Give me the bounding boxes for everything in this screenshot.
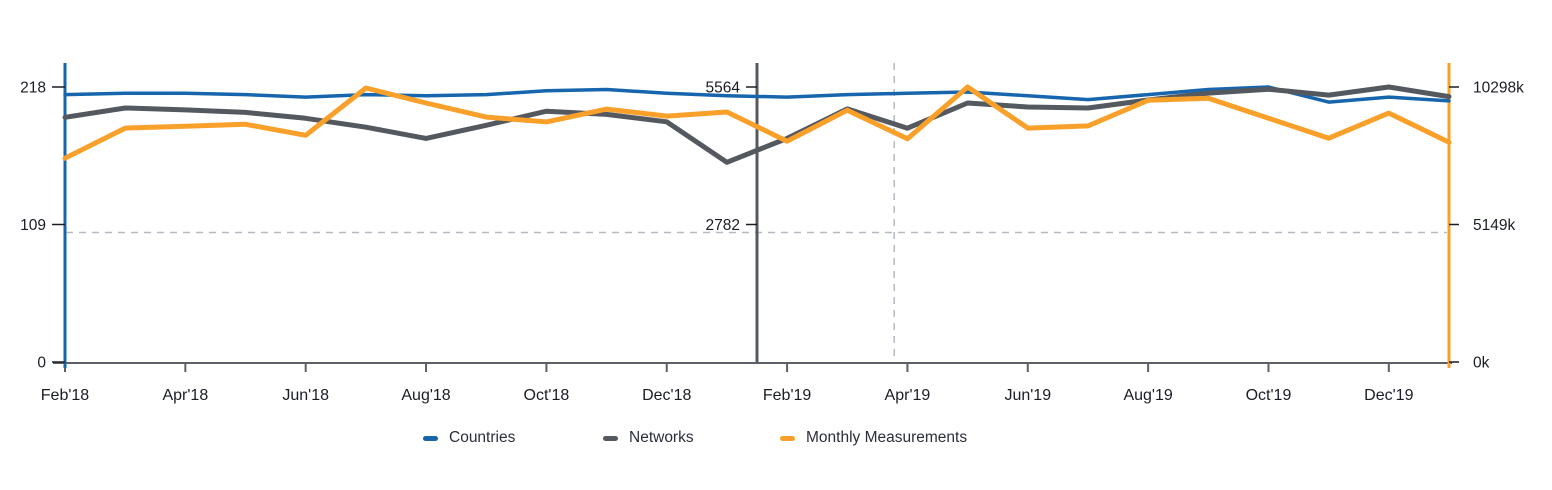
legend-item-networks[interactable]: Networks — [603, 429, 694, 447]
series-line-networks[interactable] — [62, 84, 1452, 165]
legend-item-countries[interactable]: Countries — [423, 429, 515, 447]
x-axis-tick-label: Feb'19 — [763, 387, 812, 404]
legend-label: Networks — [629, 429, 694, 446]
chart-legend: Countries Networks Monthly Measurements — [0, 429, 1552, 451]
x-axis-tick-label: Dec'19 — [1364, 387, 1413, 404]
x-axis-tick-label: Aug'18 — [401, 387, 450, 404]
x-axis-tick-label: Aug'19 — [1123, 387, 1172, 404]
x-axis-tick-label: Oct'18 — [524, 387, 570, 404]
legend-label: Countries — [449, 429, 516, 446]
x-axis-tick-label: Apr'19 — [885, 387, 931, 404]
monthly-measurements-legend-swatch-icon — [780, 435, 795, 441]
right-axis-tick-label: 10298k — [1473, 80, 1524, 97]
left-axis-tick-label: 218 — [20, 80, 46, 97]
right-axis-tick-label: 0k — [1473, 355, 1490, 372]
x-axis-tick-label: Jun'19 — [1004, 387, 1051, 404]
x-axis-tick-label: Jun'18 — [282, 387, 329, 404]
networks-legend-swatch-icon — [603, 435, 618, 441]
right-axis-tick-label: 5149k — [1473, 217, 1515, 234]
x-axis-tick-label: Feb'18 — [41, 387, 90, 404]
x-axis-tick-label: Dec'18 — [642, 387, 691, 404]
left-axis-tick-label: 109 — [20, 217, 46, 234]
series-line-monthly-measurements[interactable] — [62, 84, 1452, 161]
series-line-countries[interactable] — [63, 85, 1451, 104]
x-axis-tick-label: Oct'19 — [1246, 387, 1292, 404]
x-axis-tick-label: Apr'18 — [162, 387, 208, 404]
legend-item-monthly-measurements[interactable]: Monthly Measurements — [780, 429, 967, 447]
left-axis-tick-label: 0 — [37, 355, 46, 372]
networks-axis-tick-label: 2782 — [706, 217, 740, 234]
networks-axis-tick-label: 5564 — [706, 80, 741, 97]
countries-legend-swatch-icon — [423, 435, 438, 441]
legend-label: Monthly Measurements — [806, 429, 968, 446]
